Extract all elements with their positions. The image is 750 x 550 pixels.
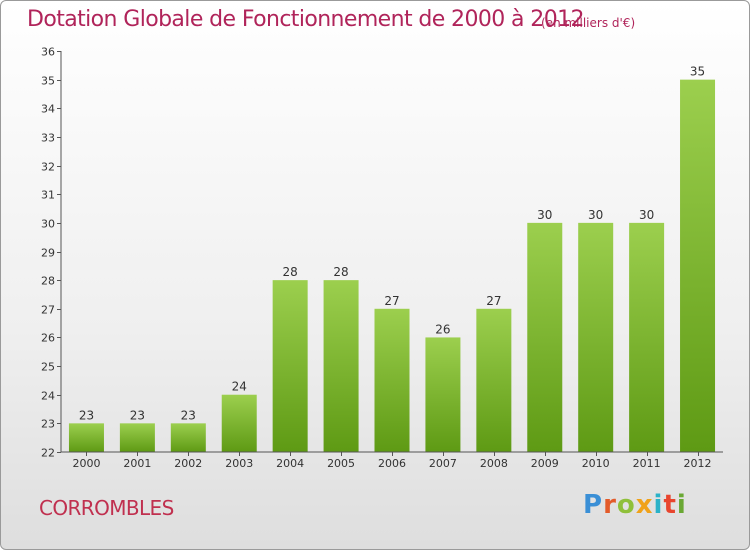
bar-value-label: 26 bbox=[435, 322, 450, 336]
chart-unit: (en milliers d'€) bbox=[541, 16, 636, 30]
commune-name: CORROMBLES bbox=[39, 496, 174, 520]
y-tick-label: 25 bbox=[41, 361, 55, 374]
bar-value-label: 30 bbox=[537, 208, 552, 222]
bar bbox=[272, 280, 308, 452]
bar bbox=[476, 308, 512, 452]
bar bbox=[629, 222, 665, 452]
bar bbox=[527, 222, 563, 452]
bar-value-label: 27 bbox=[486, 294, 501, 308]
logo-letter: r bbox=[603, 490, 617, 520]
y-tick-label: 31 bbox=[41, 189, 55, 202]
bar bbox=[170, 423, 206, 452]
y-tick-label: 29 bbox=[41, 247, 55, 260]
x-tick-label: 2012 bbox=[684, 457, 712, 470]
x-tick-label: 2007 bbox=[429, 457, 457, 470]
bar bbox=[119, 423, 155, 452]
x-tick-label: 2008 bbox=[480, 457, 508, 470]
bar bbox=[323, 280, 359, 452]
x-tick-label: 2005 bbox=[327, 457, 355, 470]
bar bbox=[680, 79, 716, 453]
bar-value-label: 27 bbox=[384, 294, 399, 308]
y-tick-label: 27 bbox=[41, 304, 55, 317]
bar-value-label: 30 bbox=[639, 208, 654, 222]
y-tick-label: 33 bbox=[41, 132, 55, 145]
x-tick-label: 2010 bbox=[582, 457, 610, 470]
y-tick-label: 36 bbox=[41, 46, 55, 59]
bar-value-label: 35 bbox=[690, 65, 705, 79]
bar-value-label: 23 bbox=[181, 408, 196, 422]
x-tick-label: 2001 bbox=[123, 457, 151, 470]
logo-letter: P bbox=[583, 490, 604, 520]
y-tick-label: 23 bbox=[41, 418, 55, 431]
bar bbox=[221, 394, 257, 452]
bar-value-label: 24 bbox=[232, 380, 247, 394]
logo-letter: x bbox=[635, 490, 654, 520]
bar bbox=[374, 308, 410, 452]
bar-value-label: 30 bbox=[588, 208, 603, 222]
bar bbox=[425, 337, 461, 452]
y-tick-label: 30 bbox=[41, 218, 55, 231]
y-tick-label: 22 bbox=[41, 447, 55, 460]
x-tick-label: 2006 bbox=[378, 457, 406, 470]
bar-value-label: 23 bbox=[79, 408, 94, 422]
x-tick-label: 2009 bbox=[531, 457, 559, 470]
x-tick-label: 2003 bbox=[225, 457, 253, 470]
y-tick-label: 32 bbox=[41, 161, 55, 174]
bar bbox=[68, 423, 104, 452]
bar-value-label: 28 bbox=[333, 265, 348, 279]
y-tick-label: 24 bbox=[41, 390, 55, 403]
logo-letter: t bbox=[663, 490, 677, 520]
logo-letter: i bbox=[676, 490, 687, 520]
chart-title: Dotation Globale de Fonctionnement de 20… bbox=[27, 7, 585, 32]
proxiti-logo: Proxiti bbox=[583, 490, 687, 520]
y-tick-label: 26 bbox=[41, 332, 55, 345]
y-tick-label: 35 bbox=[41, 75, 55, 88]
x-tick-label: 2004 bbox=[276, 457, 304, 470]
bar bbox=[578, 222, 614, 452]
y-tick-label: 34 bbox=[41, 103, 55, 116]
x-tick-label: 2011 bbox=[633, 457, 661, 470]
bar-value-label: 23 bbox=[130, 408, 145, 422]
x-tick-label: 2002 bbox=[174, 457, 202, 470]
bar-value-label: 28 bbox=[283, 265, 298, 279]
logo-letter: o bbox=[616, 490, 636, 520]
x-tick-label: 2000 bbox=[72, 457, 100, 470]
logo-letter: i bbox=[653, 490, 664, 520]
y-tick-label: 28 bbox=[41, 275, 55, 288]
